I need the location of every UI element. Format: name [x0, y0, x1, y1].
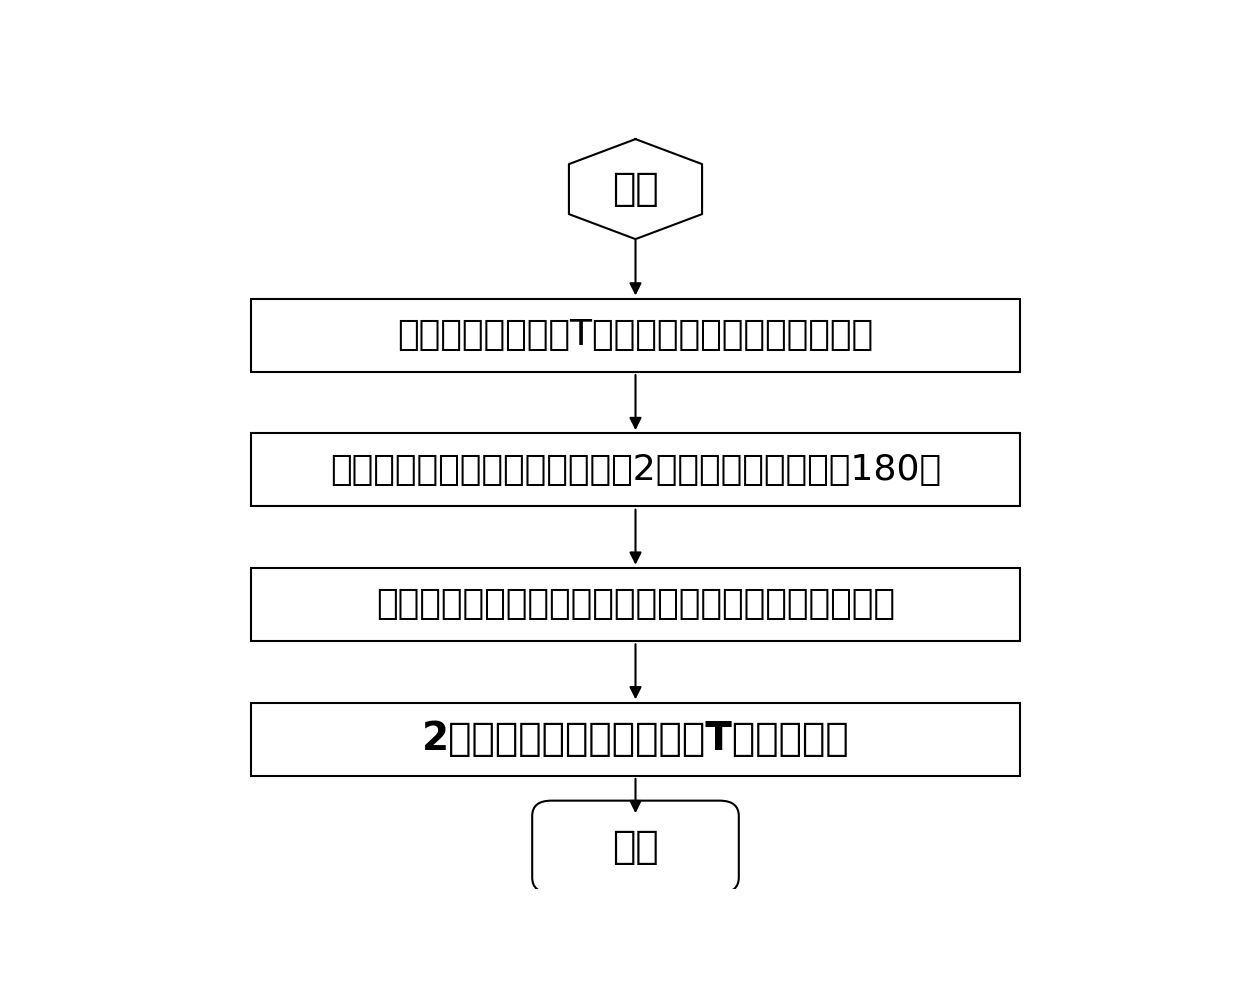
Text: 2个具有相位差的输入波在T型结内合成: 2个具有相位差的输入波在T型结内合成	[422, 720, 849, 758]
Text: 结束: 结束	[613, 828, 658, 866]
Bar	[250, 434, 1021, 506]
Bar	[250, 568, 1021, 641]
Text: 通过铁电材料单元的周期排列使2个输入波导相位相差180度: 通过铁电材料单元的周期排列使2个输入波导相位相差180度	[330, 453, 941, 487]
Text: 开始: 开始	[613, 170, 658, 208]
Bar	[250, 299, 1021, 372]
Polygon shape	[569, 139, 702, 239]
FancyBboxPatch shape	[532, 800, 739, 893]
Text: 将铁电材料设置在T型结的一个输入波导的内壁上: 将铁电材料设置在T型结的一个输入波导的内壁上	[398, 319, 873, 353]
Text: 调整铁电材料单元的直流偏压实现波导相位可调的功能: 调整铁电材料单元的直流偏压实现波导相位可调的功能	[376, 587, 895, 621]
Bar	[250, 702, 1021, 775]
